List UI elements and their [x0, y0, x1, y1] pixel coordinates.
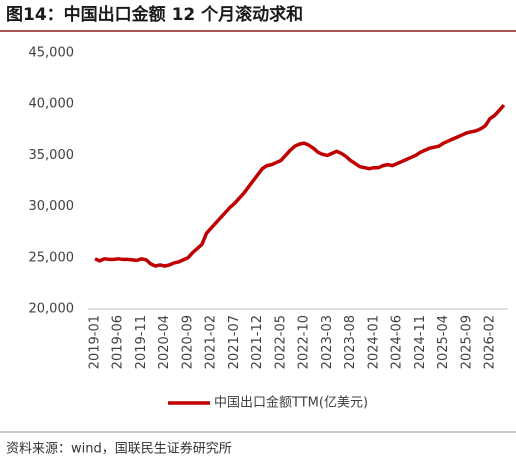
x-tick-label: 2024-06 — [390, 315, 405, 369]
legend-label: 中国出口金额TTM(亿美元) — [214, 395, 368, 411]
y-tick-label: 40,000 — [29, 97, 75, 112]
x-tick-label: 2021-12 — [250, 315, 265, 369]
x-tick-label: 2021-02 — [204, 315, 219, 369]
y-tick-label: 35,000 — [29, 148, 75, 163]
x-tick-label: 2025-09 — [459, 315, 474, 369]
x-tick-label: 2023-03 — [320, 315, 335, 369]
y-tick-label: 45,000 — [29, 46, 75, 61]
x-tick-label: 2026-02 — [483, 315, 498, 369]
y-tick-label: 20,000 — [29, 302, 75, 317]
x-tick-label: 2022-05 — [273, 315, 288, 369]
y-tick-label: 30,000 — [29, 199, 75, 214]
x-tick-label: 2019-11 — [134, 315, 149, 369]
y-tick-label: 25,000 — [29, 250, 75, 265]
x-tick-label: 2024-11 — [413, 315, 428, 369]
source-note: 资料来源：wind，国联民生证券研究所 — [6, 441, 232, 457]
x-tick-label: 2020-04 — [157, 315, 172, 369]
x-tick-label: 2023-08 — [343, 315, 358, 369]
data-line — [94, 104, 506, 268]
x-tick-label: 2021-07 — [227, 315, 242, 369]
chart-title: 图14：中国出口金额 12 个月滚动求和 — [6, 4, 303, 25]
x-tick-label: 2024-01 — [366, 315, 381, 369]
x-tick-label: 2019-06 — [111, 315, 126, 369]
x-tick-label: 2019-01 — [88, 315, 103, 369]
x-tick-label: 2022-10 — [297, 315, 312, 369]
x-tick-label: 2025-04 — [436, 315, 451, 369]
x-tick-label: 2020-09 — [180, 315, 195, 369]
